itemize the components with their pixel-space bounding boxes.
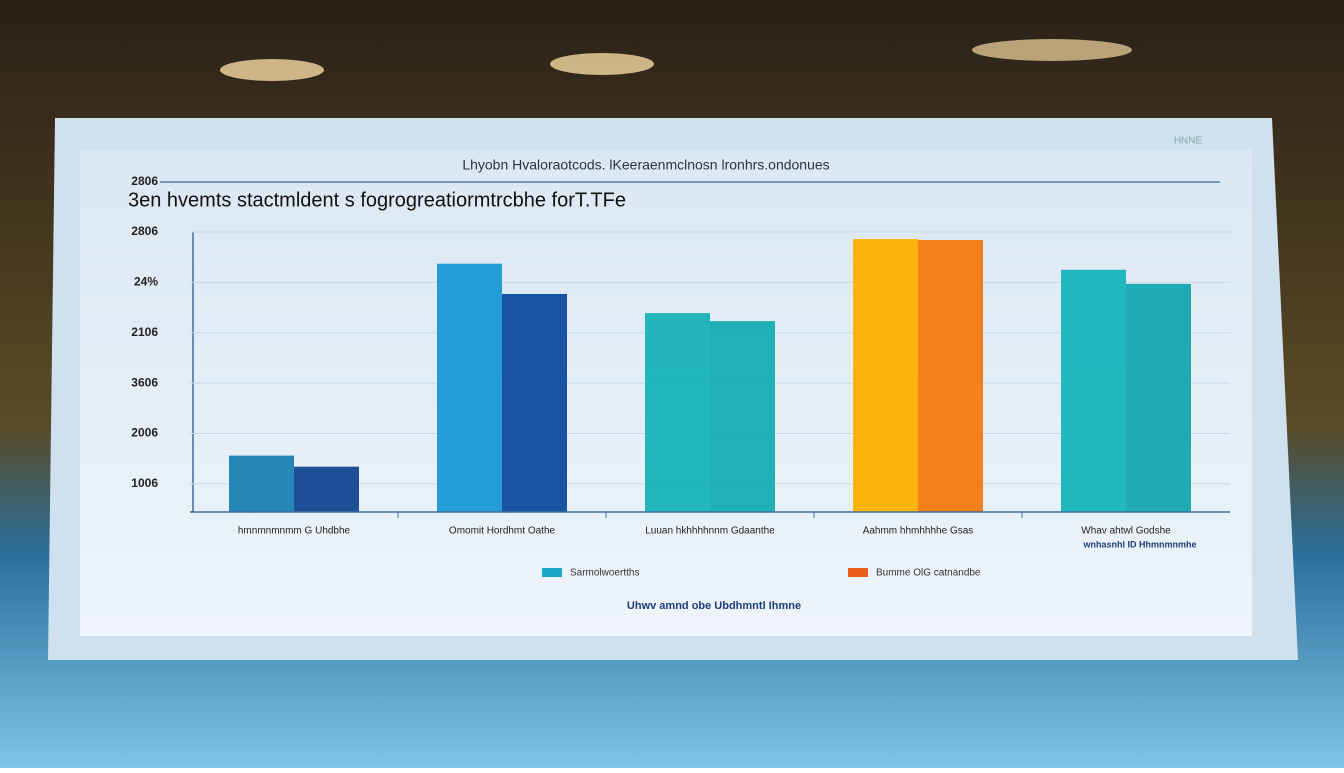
tag: HNNE — [1174, 136, 1203, 147]
bar — [918, 240, 983, 512]
y-tick-label: 1006 — [131, 476, 158, 490]
bar — [710, 321, 775, 512]
y-tick-label: 24% — [134, 275, 158, 289]
x-tick-label: Luuan hkhhhhnnm Gdaanthe — [645, 526, 775, 537]
footer: Uhwv amnd obe Ubdhmntl Ihmne — [627, 600, 801, 612]
category-note: wnhasnhl ID Hhmnmnmhe — [1082, 539, 1196, 549]
x-tick-label: Omomit Hordhmt Oathe — [449, 526, 556, 537]
x-tick-label: Aahmm hhmhhhhe Gsas — [863, 526, 974, 537]
legend-swatch — [542, 568, 562, 577]
x-tick-label: hmnmnmnmm G Uhdbhe — [238, 526, 351, 537]
y-tick-label: 3606 — [131, 375, 158, 389]
y-tick-label: 2806 — [131, 224, 158, 238]
ceiling-light — [550, 53, 654, 75]
legend-swatch — [848, 568, 868, 577]
bar — [229, 455, 294, 512]
bar — [294, 466, 359, 512]
ceiling-light — [220, 59, 324, 81]
header: Lhyobn Hvaloraotcods. lKeeraenmclnosn lr… — [462, 157, 829, 173]
bar — [1126, 283, 1191, 512]
ceiling-light — [972, 39, 1132, 61]
x-tick-label: Whav ahtwl Godshe — [1081, 526, 1171, 537]
legend-label: Bumme OlG catnandbe — [876, 568, 981, 579]
corner-label: 2806 — [131, 174, 158, 188]
bar — [853, 239, 918, 512]
y-tick-label: 2006 — [131, 426, 158, 440]
bar — [437, 263, 502, 512]
y-tick-label: 2106 — [131, 325, 158, 339]
legend-label: Sarmolwoertths — [570, 568, 639, 579]
bar — [502, 293, 567, 512]
bar — [1061, 269, 1126, 512]
bar — [645, 313, 710, 512]
chart-title: 3en hvemts stactmldent s fogrogreatiormt… — [128, 189, 626, 211]
